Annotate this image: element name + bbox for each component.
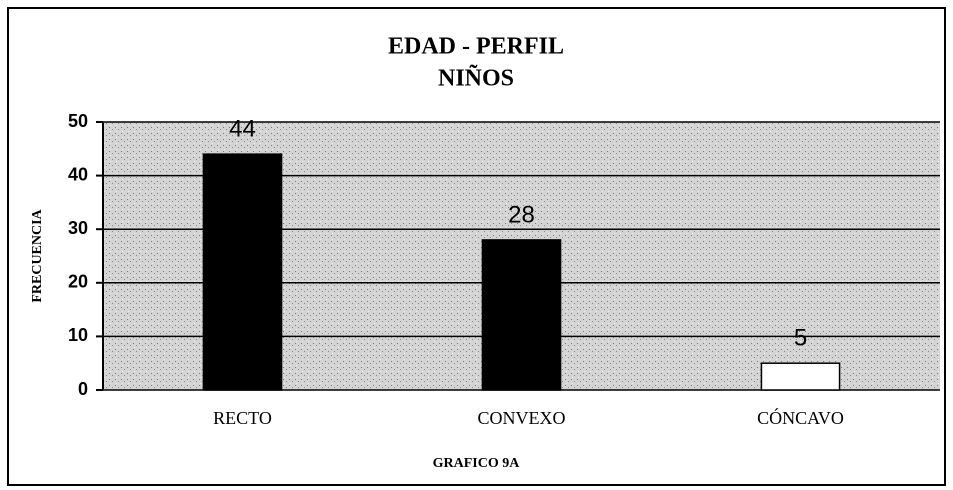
- value-label: 28: [508, 201, 535, 228]
- x-tick-label: CÓNCAVO: [757, 407, 844, 428]
- bar: [481, 239, 562, 391]
- y-tick-label: 40: [68, 164, 88, 184]
- y-tick-label: 50: [68, 111, 88, 131]
- bar: [202, 153, 283, 391]
- y-axis-label: FRECUENCIA: [30, 208, 45, 302]
- x-tick-label: RECTO: [213, 408, 272, 428]
- x-axis-label: GRAFICO 9A: [433, 456, 521, 471]
- value-label: 44: [229, 116, 256, 143]
- value-label: 5: [794, 325, 807, 352]
- chart-title: EDAD - PERFIL: [388, 34, 564, 60]
- y-tick-label: 0: [78, 379, 88, 399]
- bar: [760, 362, 841, 391]
- x-tick-label: CONVEXO: [478, 408, 566, 428]
- y-tick-label: 10: [68, 325, 88, 345]
- y-tick-label: 30: [68, 218, 88, 238]
- chart-subtitle: NIÑOS: [438, 66, 514, 92]
- y-tick-label: 20: [68, 272, 88, 292]
